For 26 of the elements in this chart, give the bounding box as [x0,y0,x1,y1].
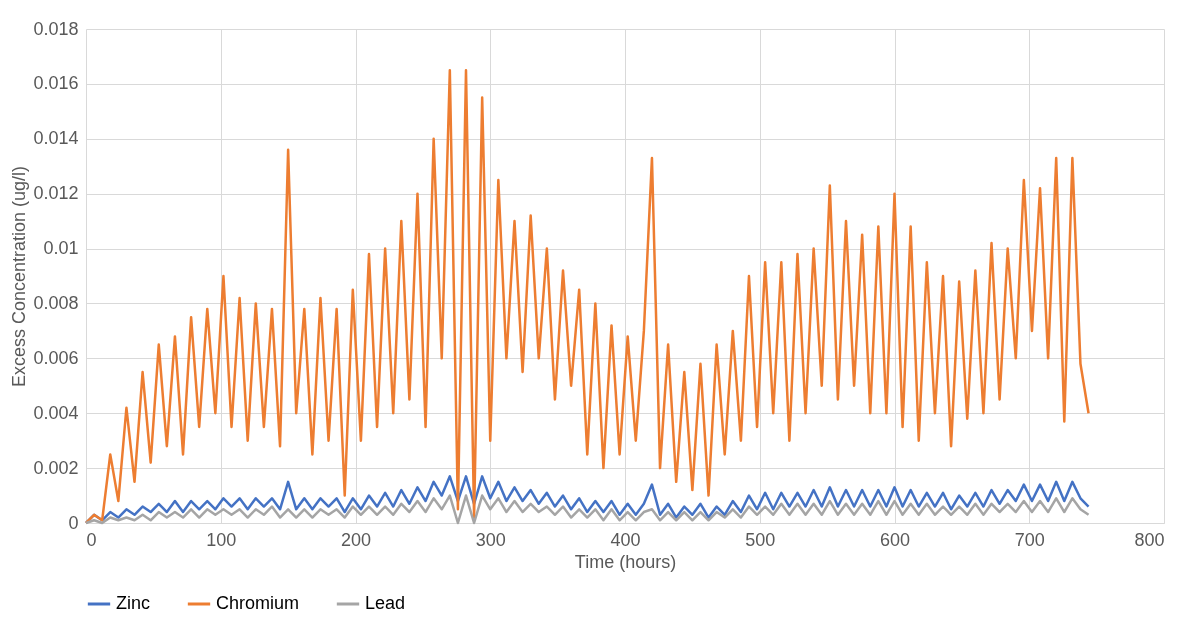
x-tick-label: 500 [745,529,776,550]
line-series [84,68,1090,525]
line-series [84,494,1090,525]
y-tick-label: 0.01 [43,238,79,259]
x-axis-title: Time (hours) [574,551,677,572]
y-tick-label: 0.018 [33,18,79,39]
y-axis-title: Excess Concentration (ug/l) [9,165,30,388]
legend-label: Chromium [216,593,300,613]
y-tick-label: 0.014 [33,128,79,149]
y-tick-label: 0.016 [33,73,79,94]
y-tick-label: 0.006 [33,347,79,368]
legend-label: Lead [365,593,406,613]
y-tick-label: 0 [68,512,79,533]
legend-label: Zinc [116,593,151,613]
x-tick-label: 0 [86,529,97,550]
x-tick-label: 200 [340,529,372,550]
y-tick-label: 0.002 [33,457,79,478]
x-tick-label: 600 [879,529,911,550]
x-tick-label: 300 [475,529,506,550]
y-tick-label: 0.012 [33,183,79,204]
y-tick-label: 0.008 [33,292,79,313]
x-tick-label: 800 [1134,529,1165,550]
x-tick-label: 400 [610,529,641,550]
y-tick-label: 0.004 [33,402,79,423]
x-tick-label: 100 [206,529,237,550]
x-tick-label: 700 [1014,529,1045,550]
